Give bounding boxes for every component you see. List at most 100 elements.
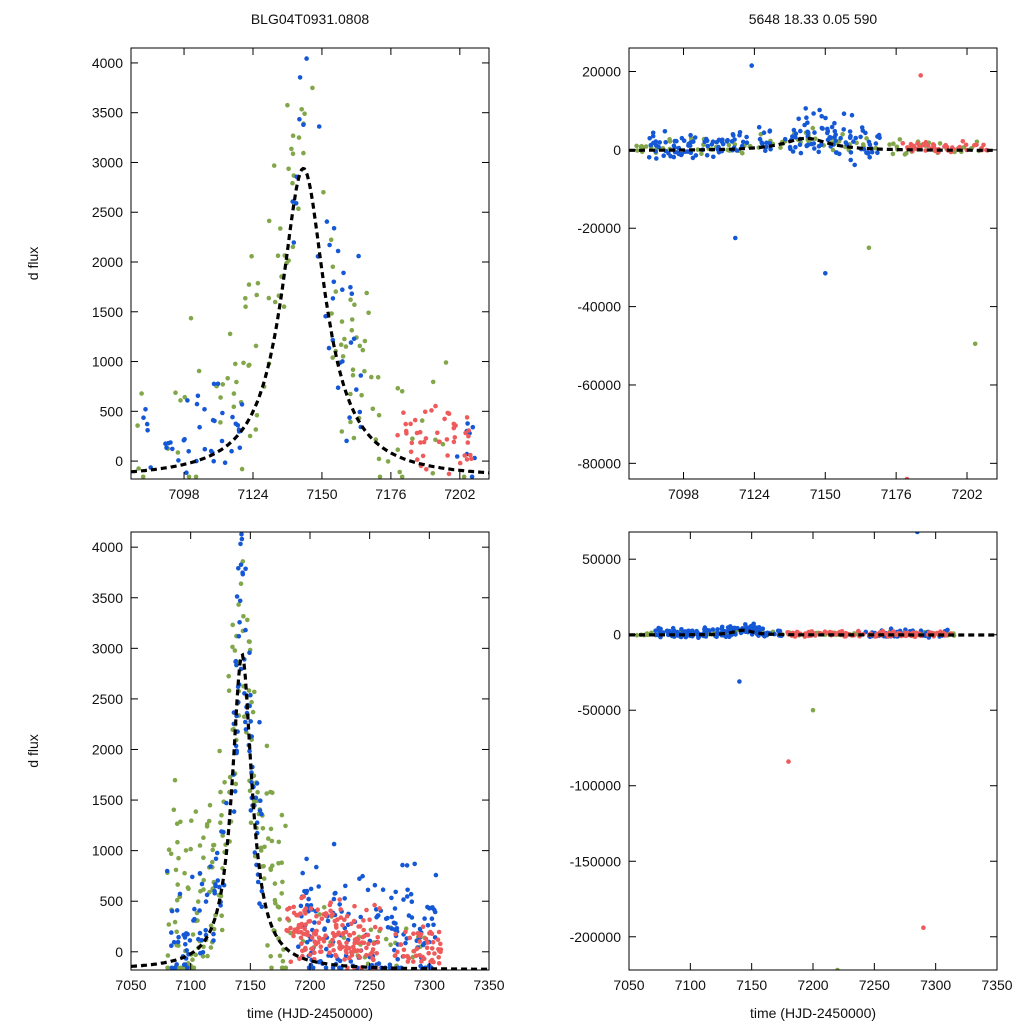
point-red [351, 930, 357, 936]
point-green [249, 699, 254, 705]
point-blue [170, 446, 175, 452]
point-blue [144, 421, 150, 427]
point-blue [725, 625, 731, 630]
point-blue [196, 936, 201, 942]
point-green [286, 166, 291, 172]
point-green [245, 617, 250, 623]
point-green [778, 145, 783, 150]
x-tick-label: 7176 [375, 486, 406, 502]
point-green [253, 343, 259, 349]
y-tick-label: -20000 [577, 220, 621, 236]
point-red [464, 415, 470, 420]
point-blue [858, 134, 863, 140]
point-red [337, 897, 343, 902]
point-green [270, 863, 275, 868]
point-red [361, 927, 367, 933]
point-red [395, 949, 400, 955]
point-red [417, 429, 423, 435]
point-red [327, 950, 332, 955]
point-green [182, 870, 187, 876]
point-red [409, 440, 415, 446]
point-blue [744, 134, 749, 140]
point-green [231, 404, 237, 410]
point-blue [306, 896, 311, 902]
point-blue [238, 541, 243, 547]
point-red [332, 918, 338, 924]
point-green [329, 311, 334, 316]
point-green [283, 823, 288, 829]
point-green [254, 292, 259, 298]
point-green [328, 237, 334, 243]
point-green [248, 820, 254, 826]
point-green [276, 861, 281, 866]
point-green [419, 418, 425, 423]
point-blue [707, 628, 712, 633]
point-red [429, 946, 435, 951]
point-red [430, 939, 436, 945]
point-blue [326, 345, 332, 351]
point-red [307, 952, 313, 958]
point-blue [694, 628, 699, 634]
point-blue [731, 133, 736, 138]
point-green [397, 469, 403, 475]
point-blue [391, 920, 397, 926]
point-blue [412, 861, 418, 867]
point-red [357, 955, 363, 960]
point-blue [229, 448, 234, 454]
point-blue [866, 139, 872, 145]
point-green [369, 374, 374, 380]
point-red [923, 139, 929, 145]
point-green [220, 833, 225, 838]
y-tick-label: 1500 [92, 304, 123, 320]
point-green [891, 141, 896, 146]
x-tick-label: 7176 [881, 486, 912, 502]
point-blue [433, 872, 439, 878]
x-tick-label: 7200 [797, 977, 828, 993]
point-blue [145, 428, 150, 433]
point-green [166, 847, 172, 852]
point-red [423, 936, 429, 942]
point-red [310, 946, 315, 951]
point-green [338, 342, 344, 348]
point-green [330, 264, 336, 270]
point-outlier [823, 271, 828, 276]
point-blue [809, 141, 814, 147]
point-green [349, 317, 355, 322]
point-blue [737, 130, 743, 135]
point-outlier [810, 707, 816, 713]
point-red [312, 950, 317, 955]
point-green [201, 887, 206, 892]
point-green [645, 632, 650, 638]
point-green [175, 450, 181, 455]
point-blue [330, 296, 336, 301]
point-blue [764, 140, 769, 146]
point-blue [408, 891, 414, 897]
point-blue [365, 887, 371, 893]
model-curve [131, 166, 489, 475]
point-outlier [918, 73, 923, 78]
point-blue [848, 150, 854, 155]
point-red [340, 932, 345, 937]
y-tick-label: -40000 [577, 299, 621, 315]
point-blue [357, 876, 362, 881]
point-blue [327, 242, 332, 248]
point-green [255, 789, 260, 795]
point-blue [740, 139, 746, 145]
point-blue [709, 142, 715, 147]
point-green [210, 847, 215, 853]
point-red [308, 906, 314, 911]
point-green [301, 150, 306, 156]
point-outlier [972, 341, 978, 347]
point-blue [212, 888, 217, 894]
point-red [351, 918, 357, 924]
point-red [421, 956, 427, 961]
point-green [193, 952, 198, 958]
point-red [328, 900, 334, 905]
point-blue [411, 923, 417, 928]
point-green [362, 338, 368, 344]
point-green [864, 136, 869, 141]
point-blue [164, 868, 170, 874]
point-blue [335, 385, 341, 391]
point-green [233, 781, 239, 787]
y-tick-label: 1000 [92, 354, 123, 370]
